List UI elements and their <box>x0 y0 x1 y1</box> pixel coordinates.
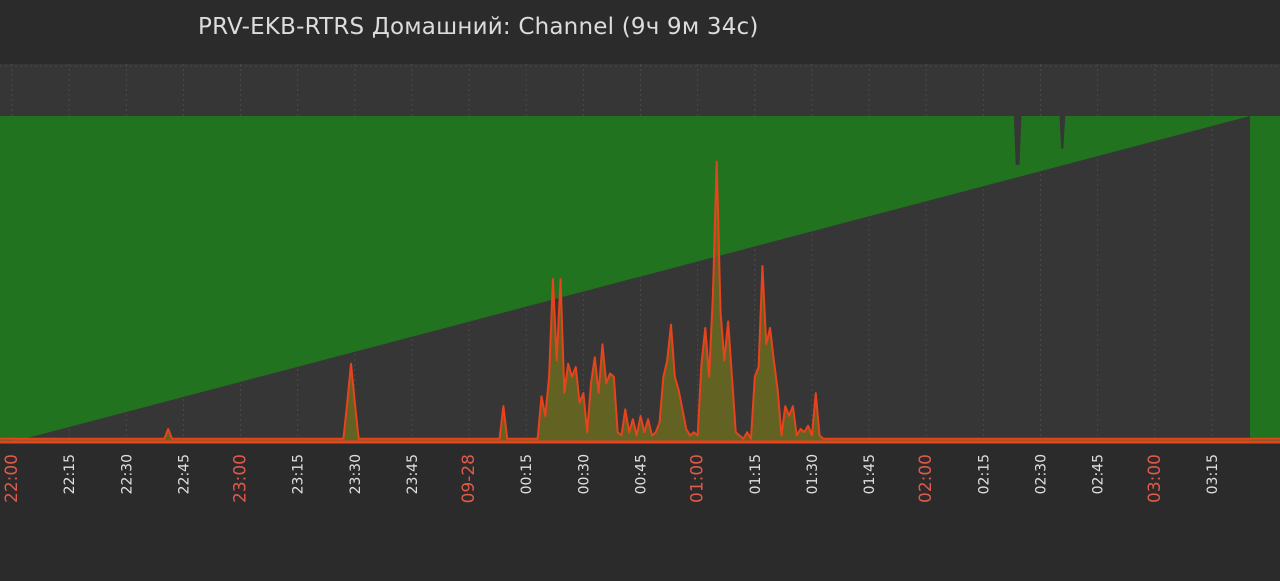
x-tick-label: 00:45 <box>634 454 650 494</box>
x-tick-label: 01:15 <box>748 454 764 494</box>
chart-duration: (9ч 9м 34с) <box>621 14 759 40</box>
x-tick-label: 00:15 <box>519 454 535 494</box>
x-tick-label: 00:30 <box>576 454 592 494</box>
x-tick-label: 02:45 <box>1091 454 1107 494</box>
x-tick-label: 23:15 <box>291 454 307 494</box>
x-tick-label: 22:45 <box>176 454 192 494</box>
series-channel-area <box>12 116 1280 442</box>
x-tick-label: 02:15 <box>976 454 992 494</box>
x-tick-label: 23:45 <box>405 454 421 494</box>
chart-title-text: PRV-EKB-RTRS Домашний: Channel <box>198 14 615 40</box>
x-tick-label: 22:00 <box>2 454 22 503</box>
x-tick-label: 23:30 <box>348 454 364 494</box>
x-tick-label: 03:15 <box>1205 454 1221 494</box>
x-tick-label: 09-28 <box>459 454 479 503</box>
x-tick-label: 22:15 <box>62 454 78 494</box>
x-tick-label: 02:30 <box>1033 454 1049 494</box>
series-channel-area-edge <box>0 116 12 442</box>
chart-title: PRV-EKB-RTRS Домашний: Channel (9ч 9м 34… <box>198 14 759 40</box>
series-load-line <box>0 160 1280 440</box>
x-tick-label: 01:45 <box>862 454 878 494</box>
series-channel-area-edge <box>1250 116 1280 442</box>
x-tick-label: 22:30 <box>119 454 135 494</box>
x-tick-label: 01:30 <box>805 454 821 494</box>
x-tick-label: 23:00 <box>231 454 251 503</box>
x-tick-label: 01:00 <box>688 454 708 503</box>
x-tick-label: 02:00 <box>916 454 936 503</box>
x-tick-label: 03:00 <box>1145 454 1165 503</box>
